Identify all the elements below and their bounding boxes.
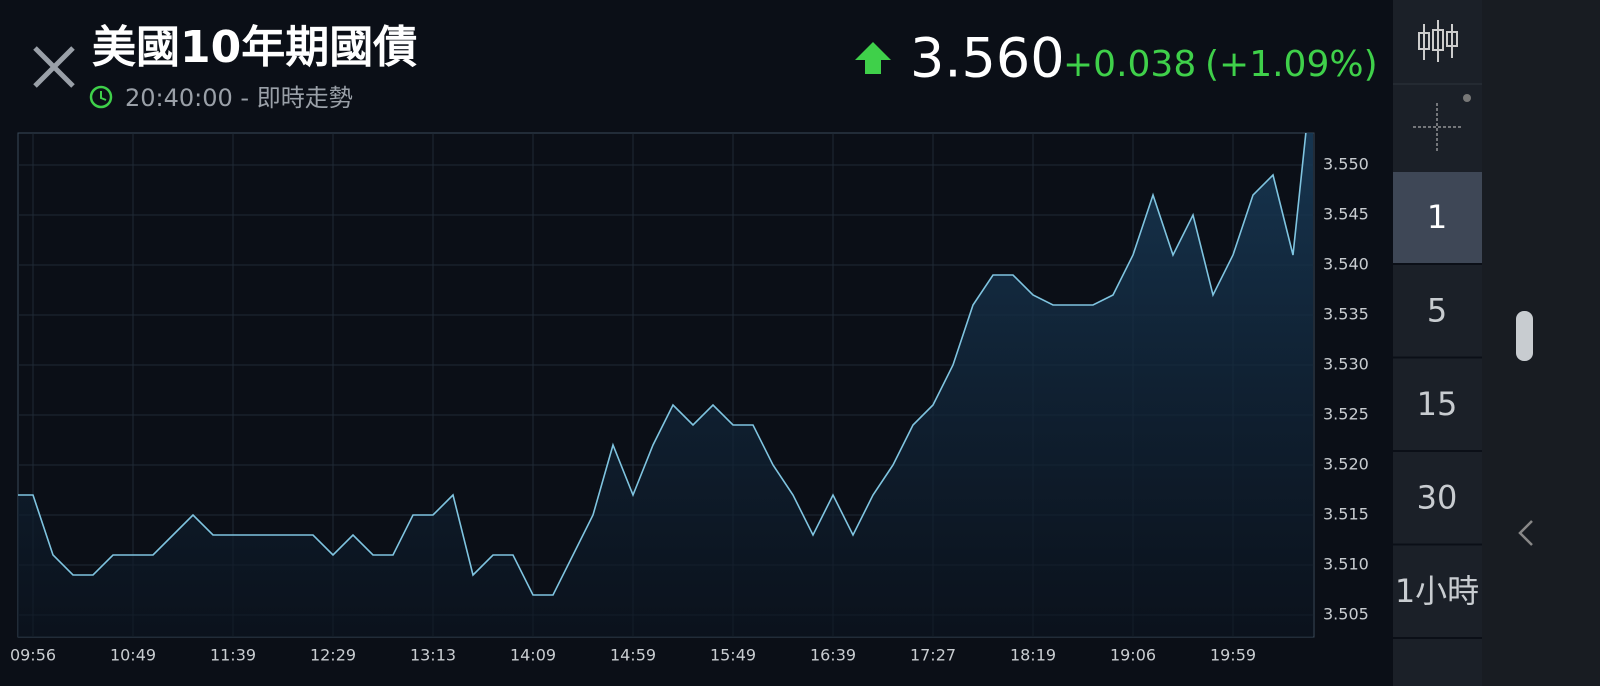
x-tick-label: 19:06 — [1110, 646, 1156, 665]
y-tick-label: 3.520 — [1323, 455, 1369, 474]
price: 3.560 — [910, 27, 1065, 90]
collapse-arrow[interactable] — [1518, 520, 1533, 546]
scrollbar[interactable] — [1516, 311, 1533, 361]
x-tick-label: 17:27 — [910, 646, 956, 665]
interval-label: 30 — [1417, 479, 1458, 517]
x-tick-label: 15:49 — [710, 646, 756, 665]
price-line — [18, 133, 1307, 596]
x-tick-label: 09:56 — [10, 646, 56, 665]
x-tick-label: 13:13 — [410, 646, 456, 665]
interval-button[interactable] — [1393, 265, 1482, 357]
x-tick-label: 12:29 — [310, 646, 356, 665]
x-tick-label: 19:59 — [1210, 646, 1256, 665]
x-tick-label: 10:49 — [110, 646, 156, 665]
x-tick-label: 18:19 — [1010, 646, 1056, 665]
area — [18, 133, 1313, 637]
interval-button[interactable] — [1393, 452, 1482, 544]
timestamp: 20:40:00 - 即時走勢 — [125, 84, 353, 112]
interval-button[interactable] — [1393, 359, 1482, 450]
clock-icon — [89, 85, 113, 109]
x-tick-label: 14:09 — [510, 646, 556, 665]
plot: 3.505 3.510 3.515 3.520 3.525 3.530 3.535 3.540… — [10, 133, 1369, 665]
x-tick-label: 11:39 — [210, 646, 256, 665]
y-tick-label: 3.550 — [1323, 155, 1369, 174]
y-tick-label: 3.535 — [1323, 305, 1369, 324]
interval-button[interactable] — [1393, 546, 1482, 637]
close-button[interactable] — [33, 46, 75, 88]
interval-label: 1小時 — [1395, 572, 1479, 610]
y-tick-label: 3.510 — [1323, 555, 1369, 574]
change: +0.038 — [1063, 44, 1196, 85]
interval-label: 1 — [1427, 198, 1447, 236]
crosshair-button[interactable] — [1413, 94, 1471, 152]
y-tick-label: 3.515 — [1323, 505, 1369, 524]
y-tick-label: 3.545 — [1323, 205, 1369, 224]
candlestick-button[interactable] — [1418, 20, 1458, 62]
y-tick-label: 3.540 — [1323, 255, 1369, 274]
interval-label: 5 — [1427, 292, 1447, 330]
x-tick-label: 14:59 — [610, 646, 656, 665]
y-tick-label: 3.525 — [1323, 405, 1369, 424]
up-arrow — [855, 42, 891, 74]
y-tick-label: 3.505 — [1323, 605, 1369, 624]
y-tick-label: 3.530 — [1323, 355, 1369, 374]
interval-label: 15 — [1417, 385, 1458, 423]
side-strip — [1482, 0, 1600, 686]
change-percent: (+1.09%) — [1205, 44, 1378, 85]
series — [18, 133, 1313, 637]
title: 美國10年期國債 — [92, 22, 417, 73]
interval-button[interactable] — [1393, 172, 1482, 263]
x-tick-label: 16:39 — [810, 646, 856, 665]
